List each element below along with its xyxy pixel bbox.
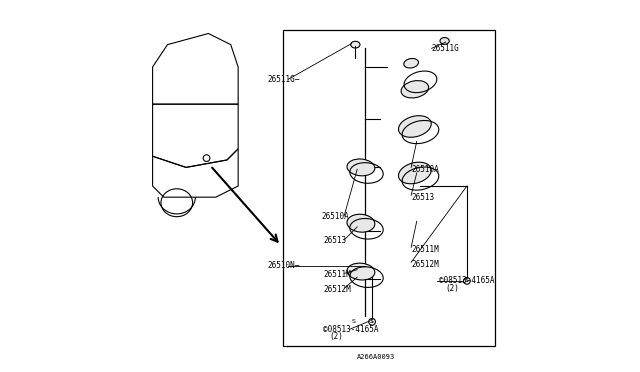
Text: 26510N—: 26510N— — [267, 262, 300, 270]
Text: 26513: 26513 — [323, 236, 346, 245]
Text: 26510A: 26510A — [322, 212, 349, 221]
Ellipse shape — [351, 41, 360, 48]
Text: (2): (2) — [330, 332, 343, 341]
Ellipse shape — [440, 38, 449, 44]
Ellipse shape — [401, 81, 429, 98]
Ellipse shape — [399, 162, 431, 184]
Text: 26512M: 26512M — [411, 260, 439, 269]
Text: S: S — [351, 319, 355, 324]
Bar — [283, 30, 495, 346]
Text: 26511M: 26511M — [411, 245, 439, 254]
Ellipse shape — [347, 214, 375, 232]
Text: 26513: 26513 — [411, 193, 435, 202]
Text: 26511M: 26511M — [323, 270, 351, 279]
Text: A266A0093: A266A0093 — [357, 354, 396, 360]
Text: 26510A: 26510A — [411, 165, 439, 174]
Text: 26511G—: 26511G— — [268, 75, 300, 84]
Text: ©08513-4165A: ©08513-4165A — [323, 325, 378, 334]
Ellipse shape — [347, 159, 375, 176]
Text: S: S — [370, 319, 374, 324]
Text: 26512M: 26512M — [323, 285, 351, 294]
Text: S: S — [465, 278, 469, 283]
Ellipse shape — [347, 263, 375, 280]
Text: (2): (2) — [445, 284, 460, 293]
Ellipse shape — [399, 116, 431, 137]
Text: 26511G: 26511G — [431, 44, 460, 53]
Text: ©08513-4165A: ©08513-4165A — [439, 276, 495, 285]
Ellipse shape — [404, 58, 419, 68]
